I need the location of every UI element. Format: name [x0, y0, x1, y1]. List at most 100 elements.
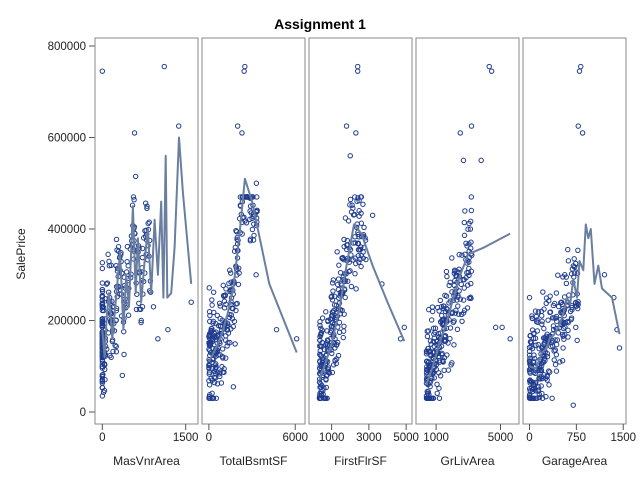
panel-totalbsmtsf: 0 6000 TotalBsmtSF — [201, 37, 308, 468]
scatter-point — [216, 300, 223, 307]
scatter-point — [560, 345, 566, 351]
scatter-point — [327, 316, 334, 322]
scatter-point — [144, 203, 150, 209]
scatter-point — [465, 226, 471, 232]
scatter-point — [243, 220, 250, 226]
scatter-point — [533, 379, 539, 386]
scatter-point — [465, 269, 472, 276]
x-tick-label: 0 — [526, 432, 532, 444]
scatter-point — [99, 307, 106, 314]
scatter-point — [323, 340, 330, 346]
scatter-point — [540, 359, 547, 365]
scatter-point — [334, 249, 340, 255]
scatter-point — [112, 342, 118, 349]
scatter-point — [552, 337, 558, 343]
scatter-point — [247, 238, 254, 244]
scatter-point — [225, 330, 232, 336]
scatter-point — [347, 202, 353, 208]
scatter-point — [165, 326, 171, 333]
scatter-point — [451, 267, 458, 273]
scatter-point — [468, 245, 474, 251]
scatter-point — [427, 395, 433, 401]
scatter-point — [360, 249, 366, 255]
scatter-point — [131, 130, 138, 136]
scatter-point — [537, 376, 543, 382]
x-tick-label: 1500 — [173, 432, 199, 444]
scatter-point — [211, 309, 217, 316]
scatter-point — [210, 289, 217, 295]
scatter-point — [532, 388, 539, 394]
scatter-point — [137, 306, 144, 312]
x-axis-label: GarageArea — [542, 454, 608, 468]
scatter-point — [569, 266, 576, 272]
scatter-point — [345, 278, 351, 284]
scatter-point — [446, 282, 452, 289]
scatter-point — [317, 319, 323, 325]
scatter-point — [499, 324, 505, 331]
scatter-point — [565, 246, 571, 253]
scatter-point — [565, 327, 571, 334]
scatter-point — [110, 348, 116, 355]
scatter-point — [529, 388, 536, 395]
scatter-point — [225, 339, 231, 346]
scatter-point — [221, 305, 228, 311]
scatter-point — [329, 293, 335, 299]
scatter-point — [455, 303, 461, 309]
scatter-point — [468, 207, 475, 214]
scatter-point — [545, 317, 551, 323]
scatter-point — [536, 345, 542, 352]
scatter-point — [557, 300, 564, 306]
scatter-point — [464, 305, 471, 311]
scatter-point — [323, 384, 329, 391]
scatter-point — [557, 359, 563, 365]
scatter-point — [462, 208, 468, 214]
scatter-point — [317, 351, 323, 357]
scatter-point — [539, 390, 545, 397]
scatter-point — [429, 308, 436, 315]
scatter-point — [329, 280, 336, 286]
scatter-point — [210, 395, 216, 401]
scatter-point — [430, 395, 437, 401]
scatter-point — [342, 294, 348, 301]
scatter-point — [119, 372, 126, 379]
scatter-point — [206, 365, 212, 372]
scatter-point — [554, 337, 561, 343]
scatter-point — [363, 256, 369, 263]
scatter-point — [444, 352, 450, 358]
scatter-point — [99, 68, 106, 74]
x-tick-label: 1000 — [423, 432, 449, 444]
scatter-point — [538, 368, 545, 374]
scatter-point — [526, 393, 533, 399]
scatter-point — [460, 157, 467, 164]
scatter-point — [321, 385, 327, 391]
scatter-point — [353, 130, 359, 136]
scatter-point — [455, 311, 462, 317]
scatter-point — [401, 324, 407, 331]
scatter-point — [527, 380, 533, 386]
x-tick-label: 3000 — [356, 432, 382, 444]
scatter-point — [101, 361, 108, 367]
scatter-point — [563, 280, 570, 287]
scatter-point — [441, 316, 447, 322]
scatter-point — [461, 232, 468, 239]
scatter-point — [534, 395, 540, 401]
scatter-point — [541, 340, 548, 346]
scatter-point — [435, 330, 442, 337]
scatter-point — [99, 280, 106, 286]
scatter-point — [358, 194, 364, 200]
scatter-point — [529, 345, 536, 352]
x-tick-label: 0 — [206, 432, 212, 444]
scatter-point — [440, 305, 447, 312]
scatter-point — [113, 343, 119, 350]
scatter-point — [616, 345, 623, 351]
scatter-point — [217, 373, 223, 380]
scatter-point — [211, 379, 218, 386]
scatter-point — [541, 306, 547, 312]
x-tick-label: 750 — [567, 432, 586, 444]
scatter-point — [437, 297, 443, 304]
scatter-point — [330, 309, 336, 315]
scatter-point — [562, 272, 568, 278]
scatter-point — [360, 201, 366, 207]
scatter-point — [105, 251, 111, 258]
